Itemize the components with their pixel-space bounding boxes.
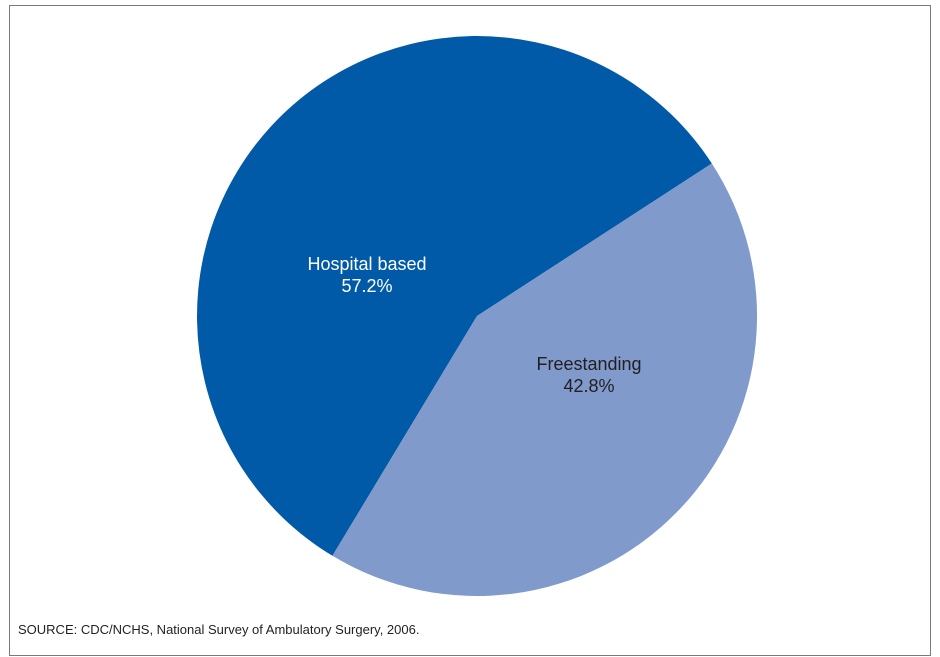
pie-slices bbox=[197, 36, 758, 597]
slice-value-label: 42.8% bbox=[563, 376, 614, 396]
source-note: SOURCE: CDC/NCHS, National Survey of Amb… bbox=[18, 622, 420, 637]
pie-slice-freestanding bbox=[332, 163, 758, 597]
pie-slice-hospital-based bbox=[197, 36, 712, 556]
slice-value-label: 57.2% bbox=[341, 276, 392, 296]
slice-label: Hospital based bbox=[307, 254, 426, 274]
slice-label: Freestanding bbox=[536, 354, 641, 374]
